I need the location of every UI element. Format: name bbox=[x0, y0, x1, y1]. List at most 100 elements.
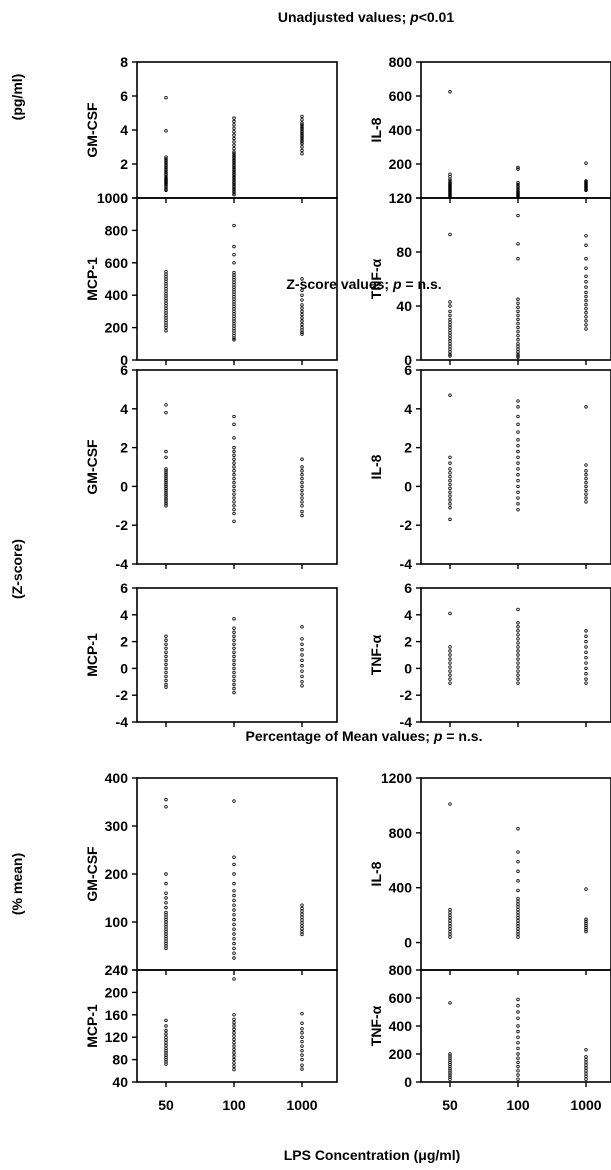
data-point bbox=[164, 160, 168, 164]
data-point bbox=[448, 494, 452, 498]
data-point bbox=[300, 924, 304, 928]
data-point bbox=[584, 315, 588, 319]
data-point bbox=[516, 502, 520, 506]
data-point bbox=[516, 438, 520, 442]
data-point bbox=[516, 918, 520, 923]
y-tick-label: 200 bbox=[105, 984, 129, 1000]
y-tick-label: 4 bbox=[120, 401, 128, 417]
data-point bbox=[232, 862, 236, 867]
data-point bbox=[516, 677, 520, 681]
data-point bbox=[164, 165, 168, 170]
data-point bbox=[164, 872, 168, 876]
data-point bbox=[516, 478, 520, 483]
data-point bbox=[232, 146, 236, 151]
data-point bbox=[232, 674, 236, 679]
data-point bbox=[516, 665, 520, 669]
data-point bbox=[232, 1034, 236, 1038]
data-point bbox=[584, 323, 588, 327]
data-point bbox=[448, 918, 452, 923]
data-point bbox=[448, 673, 452, 677]
section-title-unadjusted: Unadjusted values; p<0.01 bbox=[278, 9, 454, 25]
data-point bbox=[448, 1077, 452, 1081]
data-point bbox=[232, 1017, 236, 1021]
data-point bbox=[232, 977, 236, 981]
data-point bbox=[164, 410, 168, 415]
data-point bbox=[164, 484, 168, 489]
data-point bbox=[584, 274, 588, 278]
data-point bbox=[516, 213, 520, 218]
data-point bbox=[448, 1001, 452, 1005]
data-point bbox=[164, 469, 168, 473]
data-point bbox=[232, 174, 236, 178]
data-point bbox=[232, 457, 236, 461]
data-point bbox=[300, 476, 304, 481]
data-point bbox=[516, 1046, 520, 1051]
data-point bbox=[584, 1055, 588, 1059]
y-tick-label: 2 bbox=[120, 156, 128, 172]
data-point bbox=[448, 300, 452, 304]
y-tick-label: 40 bbox=[396, 298, 412, 314]
scatter-panel: 40 80 120 160 200 240 MCP-1 bbox=[84, 962, 338, 1090]
data-point bbox=[300, 504, 304, 508]
y-tick-label: 2 bbox=[120, 440, 128, 456]
data-point bbox=[232, 1013, 236, 1017]
y-tick-label: 0 bbox=[404, 478, 412, 494]
data-point bbox=[232, 338, 236, 342]
data-point bbox=[232, 192, 236, 197]
y-tick-label: 600 bbox=[389, 990, 413, 1006]
data-point bbox=[232, 1027, 236, 1032]
y-tick-label: -4 bbox=[400, 714, 413, 730]
data-point bbox=[164, 170, 168, 175]
data-point bbox=[232, 162, 236, 166]
data-point bbox=[584, 672, 588, 676]
data-point bbox=[232, 129, 236, 134]
y-axis-label: TNF-α bbox=[368, 258, 384, 299]
data-point bbox=[448, 653, 452, 657]
data-point bbox=[232, 1064, 236, 1069]
data-point bbox=[232, 177, 236, 181]
data-point bbox=[232, 252, 236, 257]
y-tick-label: 40 bbox=[112, 1074, 128, 1090]
y-tick-label: 0 bbox=[120, 660, 128, 676]
data-point bbox=[448, 611, 452, 616]
data-point bbox=[164, 1041, 168, 1045]
data-point bbox=[516, 342, 520, 346]
data-point bbox=[164, 1043, 168, 1048]
data-point bbox=[232, 469, 236, 473]
data-point bbox=[232, 180, 236, 185]
y-tick-label: 2 bbox=[404, 634, 412, 650]
data-point bbox=[516, 321, 520, 326]
data-point bbox=[300, 909, 304, 914]
data-point bbox=[164, 184, 168, 188]
y-tick-label: -4 bbox=[116, 714, 129, 730]
data-point bbox=[516, 422, 520, 427]
data-point bbox=[300, 114, 304, 119]
data-point bbox=[516, 913, 520, 917]
y-tick-label: 200 bbox=[389, 156, 413, 172]
data-point bbox=[516, 879, 520, 883]
data-point bbox=[584, 650, 588, 655]
data-point bbox=[232, 169, 236, 173]
data-point bbox=[516, 1029, 520, 1034]
data-point bbox=[516, 649, 520, 653]
y-tick-label: 6 bbox=[120, 580, 128, 596]
y-tick-label: 200 bbox=[105, 866, 129, 882]
data-point bbox=[516, 902, 520, 906]
data-point bbox=[516, 347, 520, 351]
data-point bbox=[164, 1032, 168, 1036]
scatter-panel: 0 400 800 1200 IL-8 bbox=[368, 770, 611, 975]
data-point bbox=[584, 302, 588, 307]
y-tick-label: 80 bbox=[396, 244, 412, 260]
data-point bbox=[516, 927, 520, 931]
data-point bbox=[584, 929, 588, 934]
data-point bbox=[232, 155, 236, 159]
data-point bbox=[516, 325, 520, 330]
data-point bbox=[232, 136, 236, 141]
data-point bbox=[232, 496, 236, 500]
y-tick-label: 6 bbox=[404, 580, 412, 596]
data-point bbox=[448, 932, 452, 937]
data-point bbox=[448, 347, 452, 351]
data-point bbox=[584, 677, 588, 681]
data-point bbox=[448, 506, 452, 510]
